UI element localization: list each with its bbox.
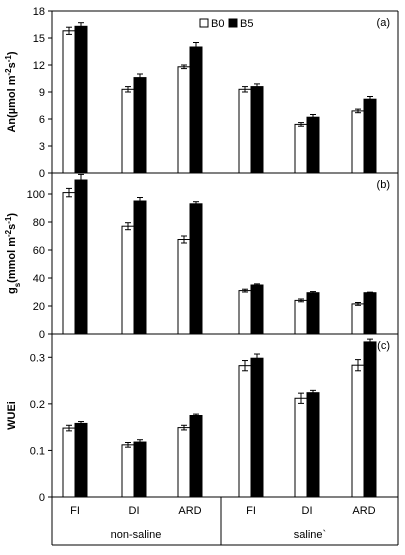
y-tick-label: 9 — [39, 87, 45, 99]
legend-swatch-b5 — [228, 18, 238, 28]
y-tick-label: 0.3 — [30, 352, 45, 364]
bar-b0 — [238, 290, 252, 335]
bar-b0 — [238, 365, 252, 498]
bar-b5 — [189, 203, 203, 335]
legend-label-b0: B0 — [211, 18, 224, 30]
bar-b0 — [121, 88, 135, 174]
bar-b5 — [250, 357, 264, 498]
bar-b5 — [306, 116, 320, 174]
bar-b5 — [363, 292, 377, 335]
bar-b5 — [306, 392, 320, 498]
x-category-label: DI — [302, 505, 313, 517]
x-category-label: ARD — [178, 505, 201, 517]
bar-b0 — [294, 299, 308, 335]
y-tick-label: 20 — [33, 301, 45, 313]
y-tick-label: 18 — [33, 6, 45, 18]
x-category-label: FI — [246, 505, 256, 517]
bar-b0 — [62, 30, 76, 174]
bar-b5 — [133, 441, 147, 498]
bar-b0 — [62, 192, 76, 335]
bar-b0 — [177, 239, 191, 335]
group-label-saline: saline` — [294, 529, 326, 541]
bar-b0 — [121, 225, 135, 335]
bar-b0 — [351, 110, 365, 174]
legend-swatch-b0 — [199, 18, 209, 28]
bar-b0 — [238, 88, 252, 174]
bar-b5 — [74, 179, 88, 335]
y-axis-label-an: An(µmol m-2s-1) — [4, 51, 19, 132]
y-tick-label: 80 — [33, 217, 45, 229]
y-tick-label: 0.1 — [30, 445, 45, 457]
panel-tag: (b) — [377, 179, 390, 191]
bar-b0 — [351, 303, 365, 335]
bar-b0 — [121, 444, 135, 498]
y-axis-label-gs: gs(mmol m-2s-1) — [4, 213, 22, 294]
bar-b5 — [74, 422, 88, 498]
bar-b5 — [74, 25, 88, 174]
panel-tag: (c) — [377, 340, 390, 352]
y-tick-label: 60 — [33, 245, 45, 257]
y-tick-label: 100 — [27, 189, 45, 201]
bar-b0 — [177, 427, 191, 498]
bar-b0 — [294, 397, 308, 498]
bar-b0 — [177, 66, 191, 174]
bar-b0 — [62, 427, 76, 498]
y-tick-label: 15 — [33, 33, 45, 45]
bar-b5 — [133, 77, 147, 174]
bar-b5 — [189, 46, 203, 174]
bar-b0 — [351, 364, 365, 498]
group-label-non-saline: non-saline — [111, 529, 162, 541]
x-category-label: FI — [70, 505, 80, 517]
x-category-label: DI — [129, 505, 140, 517]
y-tick-label: 3 — [39, 141, 45, 153]
bar-b5 — [363, 341, 377, 498]
bar-b5 — [363, 98, 377, 174]
bar-b5 — [189, 415, 203, 498]
y-tick-label: 40 — [33, 273, 45, 285]
bar-b5 — [133, 200, 147, 335]
bar-b5 — [250, 86, 264, 174]
y-axis-label-wuei: WUEi — [6, 401, 18, 430]
y-tick-label: 6 — [39, 114, 45, 126]
x-category-label: ARD — [352, 505, 375, 517]
bar-b5 — [250, 284, 264, 335]
y-tick-label: 12 — [33, 60, 45, 72]
y-tick-label: 0 — [39, 168, 45, 180]
y-tick-label: 0 — [39, 329, 45, 341]
y-tick-label: 0.2 — [30, 399, 45, 411]
y-tick-label: 0 — [39, 492, 45, 504]
panel-tag: (a) — [377, 17, 390, 29]
bar-b0 — [294, 123, 308, 174]
bar-b5 — [306, 292, 320, 335]
legend-label-b5: B5 — [240, 18, 253, 30]
